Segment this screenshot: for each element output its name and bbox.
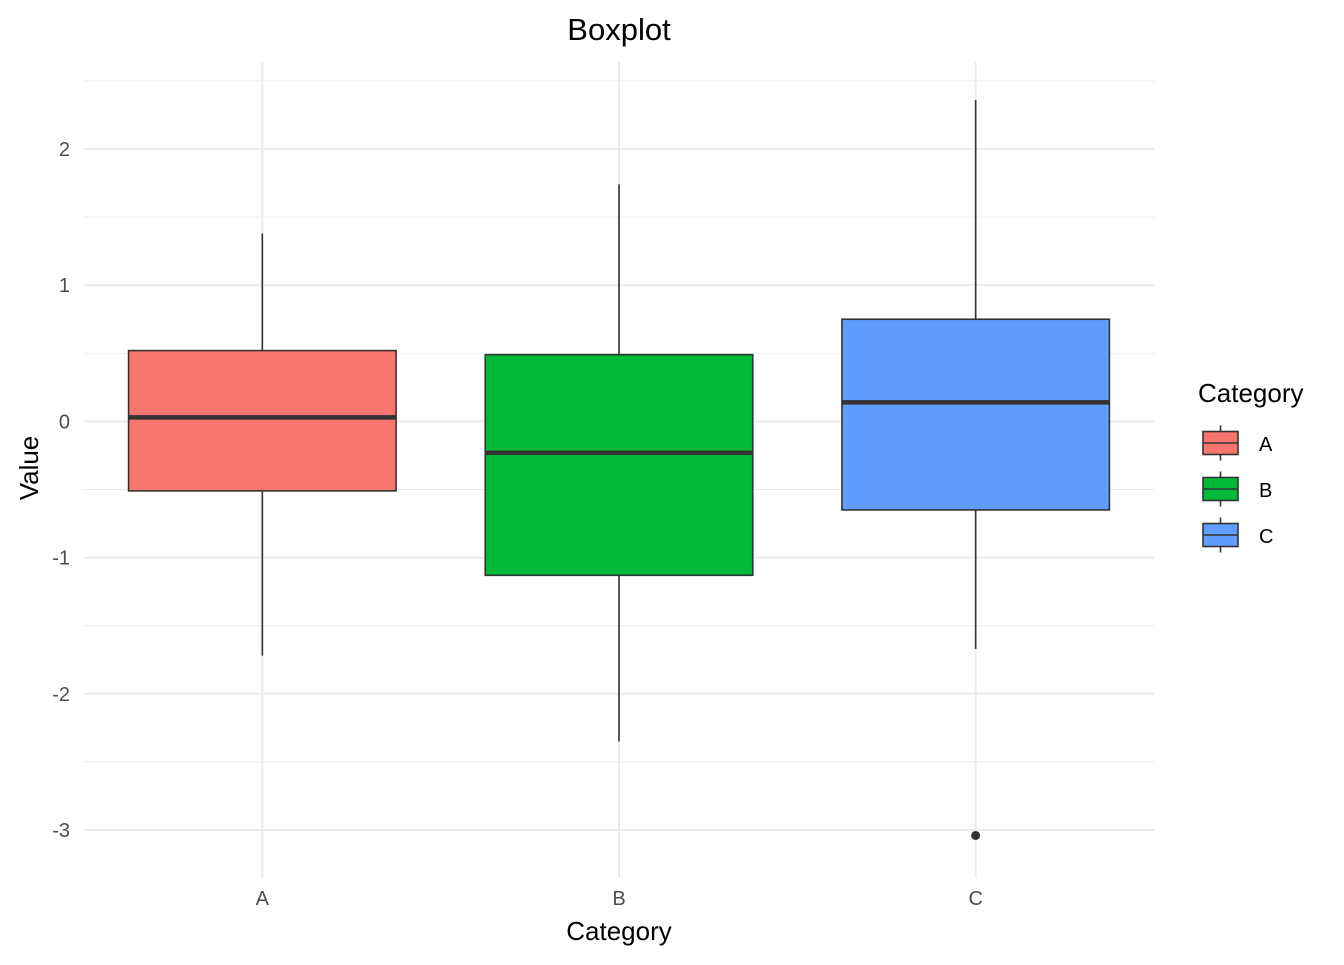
legend-key-a: A — [1202, 425, 1273, 461]
box-layer — [127, 99, 1111, 840]
outlier-point — [971, 830, 981, 840]
y-tick-label: -2 — [52, 684, 70, 706]
x-tick-label: A — [256, 888, 270, 910]
legend: Category A B C — [1198, 378, 1304, 553]
box-rect — [841, 318, 1111, 511]
axis-layer: -3 -2 -1 0 1 2 A B C — [52, 139, 983, 910]
y-tick-label: 2 — [59, 139, 70, 161]
x-axis-title: Category — [566, 916, 672, 946]
x-tick-label: B — [612, 888, 625, 910]
legend-key-c: C — [1202, 517, 1273, 553]
box-c — [841, 99, 1111, 840]
box-a — [127, 233, 397, 656]
y-axis-title: Value — [14, 436, 44, 501]
legend-label: B — [1259, 480, 1272, 502]
box-rect — [484, 353, 754, 577]
y-tick-label: 1 — [59, 275, 70, 297]
legend-label: A — [1259, 434, 1273, 456]
y-tick-label: -1 — [52, 548, 70, 570]
x-tick-label: C — [968, 888, 982, 910]
legend-title: Category — [1198, 378, 1304, 408]
box-b — [484, 184, 754, 742]
chart-title: Boxplot — [567, 12, 671, 47]
y-tick-label: -3 — [52, 820, 70, 842]
box-rect — [127, 349, 397, 492]
legend-label: C — [1259, 526, 1273, 548]
y-tick-label: 0 — [59, 411, 70, 433]
legend-key-b: B — [1202, 471, 1272, 507]
